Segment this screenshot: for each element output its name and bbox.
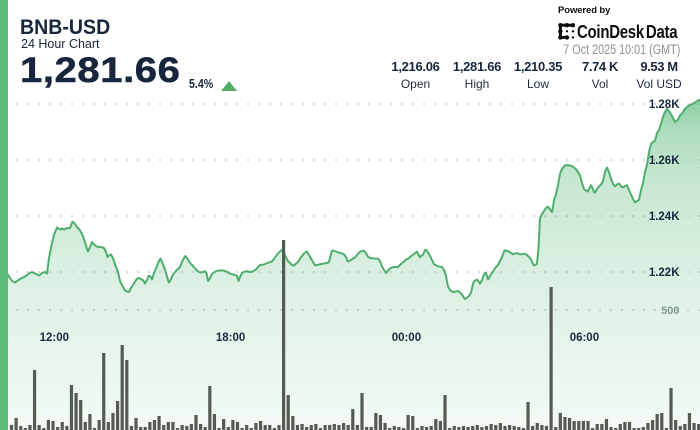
svg-text:500: 500: [661, 305, 679, 317]
svg-text:1.24K: 1.24K: [649, 211, 680, 223]
svg-text:00:00: 00:00: [392, 332, 421, 344]
svg-text:1.22K: 1.22K: [649, 267, 680, 279]
svg-text:1.28K: 1.28K: [649, 99, 680, 111]
svg-text:12:00: 12:00: [40, 332, 69, 344]
svg-text:1.26K: 1.26K: [649, 155, 680, 167]
svg-text:06:00: 06:00: [570, 332, 599, 344]
svg-text:18:00: 18:00: [216, 332, 245, 344]
